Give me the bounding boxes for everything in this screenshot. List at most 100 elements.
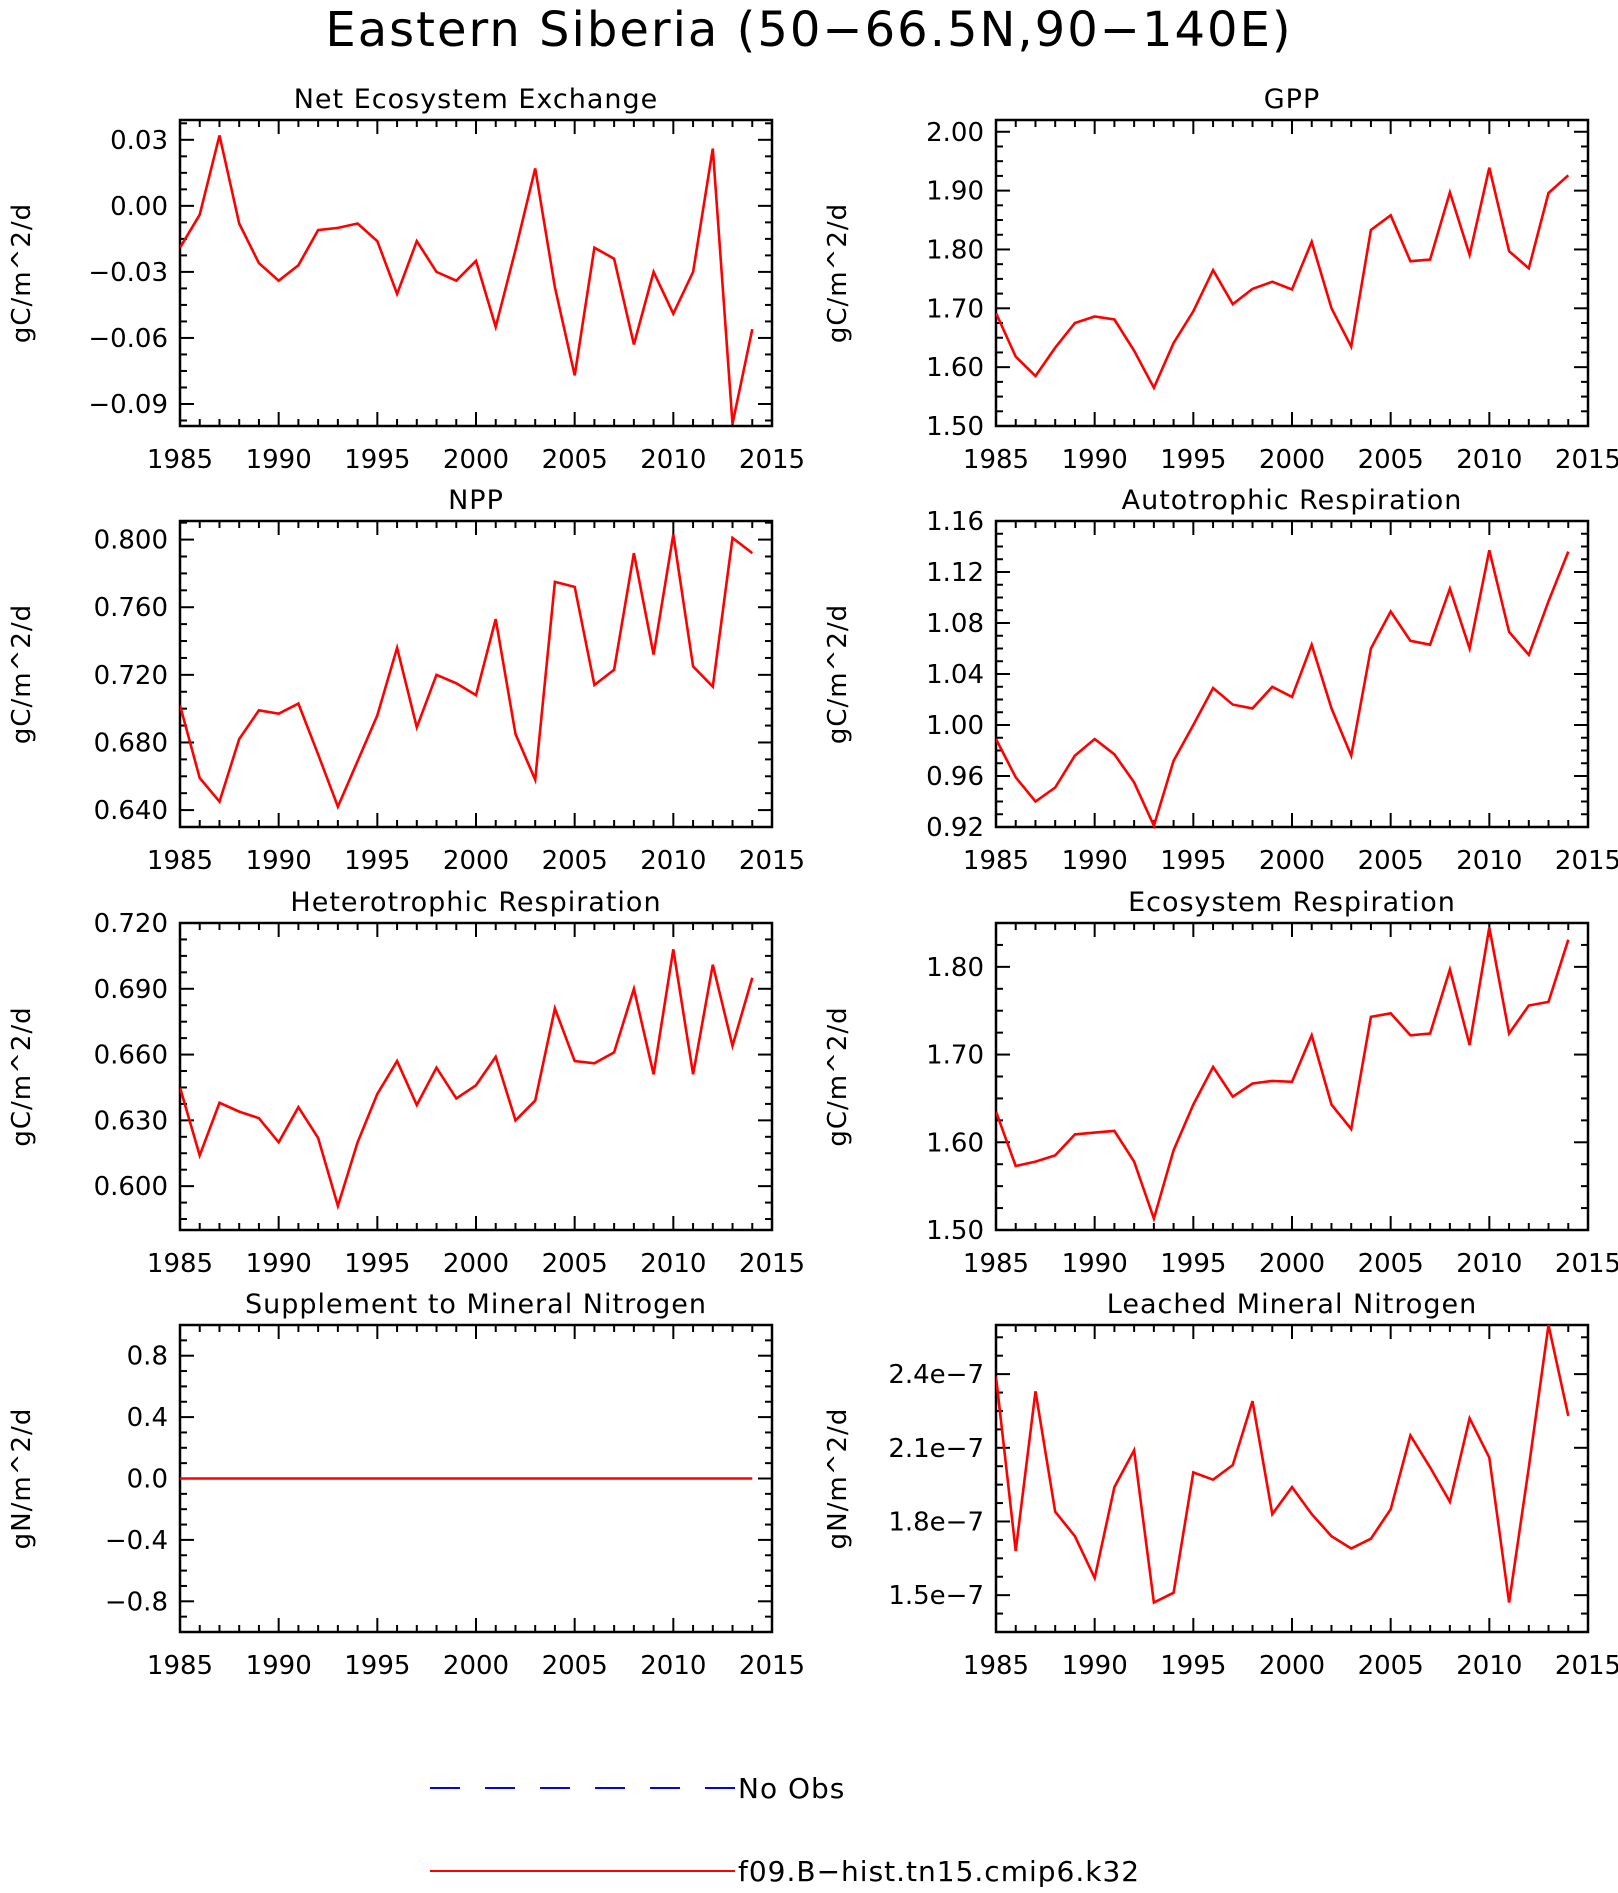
series-line <box>996 1324 1570 1605</box>
y-tick-label: 0.640 <box>94 796 168 826</box>
panel-net-ecosystem-exchange: 1985 1990 1995 2000 2005 2010 2015 0.03 0.00 −0.0… <box>7 84 805 475</box>
x-tick-label: 2005 <box>542 445 608 475</box>
y-tick-label: 1.12 <box>926 558 984 588</box>
x-tick-label: 1995 <box>1160 1249 1226 1279</box>
y-tick-label: 0.96 <box>926 762 984 792</box>
main-title: Eastern Siberia (50−66.5N,90−140E) <box>325 2 1292 58</box>
x-tick-label: 2010 <box>640 846 706 876</box>
x-tick-label: 1985 <box>963 846 1029 876</box>
x-tick-label: 2005 <box>542 1651 608 1681</box>
y-tick-label: 2.1e−7 <box>888 1434 984 1464</box>
y-tick-label: 1.60 <box>926 353 984 383</box>
x-tick-label: 1995 <box>1160 1651 1226 1681</box>
y-tick-label: 0.720 <box>94 661 168 691</box>
series-line <box>180 949 754 1211</box>
x-tick-label: 1985 <box>963 1249 1029 1279</box>
x-tick-label: 2015 <box>1555 1249 1618 1279</box>
y-tick-label: 1.50 <box>926 412 984 442</box>
legend-label-model: f09.B−hist.tn15.cmip6.k32 <box>738 1855 1140 1888</box>
panel-title: NPP <box>448 485 504 516</box>
x-tick-label: 2010 <box>640 445 706 475</box>
x-tick-label: 2000 <box>1259 846 1325 876</box>
y-tick-label: 2.4e−7 <box>888 1360 984 1390</box>
y-axis-label: gC/m^2/d <box>823 203 853 343</box>
x-tick-label: 2000 <box>1259 445 1325 475</box>
y-tick-label: 0.630 <box>94 1106 168 1136</box>
y-tick-label: 0.92 <box>926 813 984 843</box>
y-tick-label: 0.680 <box>94 728 168 758</box>
panel-npp: 1985 1990 1995 2000 2005 2010 2015 0.640 0.680 0.… <box>7 485 805 876</box>
x-tick-label: 2015 <box>739 846 805 876</box>
y-tick-label: 1.8e−7 <box>888 1507 984 1537</box>
x-tick-label: 2005 <box>1358 1651 1424 1681</box>
y-axis-label: gN/m^2/d <box>7 1408 37 1550</box>
chart-panels: 1985 1990 1995 2000 2005 2010 2015 0.03 0.00 −0.0… <box>7 84 1618 1681</box>
panel-title: Supplement to Mineral Nitrogen <box>245 1289 707 1320</box>
y-tick-label: 1.16 <box>926 507 984 537</box>
x-tick-label: 1995 <box>344 1249 410 1279</box>
x-tick-label: 1990 <box>246 445 312 475</box>
y-tick-label: 0.0 <box>127 1465 168 1495</box>
x-tick-label: 2005 <box>542 1249 608 1279</box>
panel-gpp: 1985 1990 1995 2000 2005 2010 2015 1.50 1.60 1.70… <box>823 84 1618 475</box>
y-tick-label: −0.4 <box>105 1526 168 1556</box>
y-tick-label: 2.00 <box>926 118 984 148</box>
x-tick-label: 2010 <box>1456 1249 1522 1279</box>
y-tick-label: 0.800 <box>94 526 168 556</box>
y-axis-label: gC/m^2/d <box>7 1006 37 1146</box>
x-tick-label: 1985 <box>147 846 213 876</box>
x-tick-label: 1995 <box>344 1651 410 1681</box>
y-tick-label: 1.04 <box>926 660 984 690</box>
x-tick-label: 1995 <box>1160 445 1226 475</box>
y-tick-label: −0.8 <box>105 1587 168 1617</box>
x-tick-label: 2015 <box>1555 445 1618 475</box>
y-tick-label: 1.00 <box>926 711 984 741</box>
x-tick-label: 1985 <box>147 445 213 475</box>
y-tick-label: 1.80 <box>926 235 984 265</box>
panel-supplement-to-mineral-nitrogen: 1985 1990 1995 2000 2005 2010 2015 0.8 0.4 0.0 −0.… <box>7 1289 805 1681</box>
x-tick-label: 1995 <box>1160 846 1226 876</box>
x-tick-label: 2000 <box>443 846 509 876</box>
y-tick-label: 0.600 <box>94 1172 168 1202</box>
x-tick-label: 2015 <box>739 445 805 475</box>
panel-title: Autotrophic Respiration <box>1122 485 1463 516</box>
series-line <box>996 549 1570 829</box>
series-line <box>180 534 754 811</box>
panel-autotrophic-respiration: 1985 1990 1995 2000 2005 2010 2015 0.92 0.96 1.00… <box>823 485 1618 876</box>
y-tick-label: −0.06 <box>88 324 168 354</box>
x-tick-label: 2005 <box>1358 846 1424 876</box>
y-axis-label: gC/m^2/d <box>823 1006 853 1146</box>
y-tick-label: 1.50 <box>926 1216 984 1246</box>
x-tick-label: 1995 <box>344 846 410 876</box>
panel-title: GPP <box>1264 84 1321 115</box>
legend-label-no-obs: No Obs <box>738 1772 845 1805</box>
y-tick-label: 0.690 <box>94 975 168 1005</box>
x-tick-label: 2005 <box>542 846 608 876</box>
x-tick-label: 2000 <box>443 1249 509 1279</box>
y-axis-label: gN/m^2/d <box>823 1408 853 1550</box>
y-tick-label: 0.760 <box>94 593 168 623</box>
panel-title: Heterotrophic Respiration <box>290 887 661 918</box>
y-tick-label: 1.80 <box>926 953 984 983</box>
x-tick-label: 2005 <box>1358 445 1424 475</box>
panel-heterotrophic-respiration: 1985 1990 1995 2000 2005 2010 2015 0.600 0.630 0.… <box>7 887 805 1279</box>
x-tick-label: 1985 <box>963 445 1029 475</box>
x-tick-label: 1990 <box>246 846 312 876</box>
x-tick-label: 1985 <box>147 1249 213 1279</box>
x-tick-label: 1985 <box>147 1651 213 1681</box>
x-tick-label: 2005 <box>1358 1249 1424 1279</box>
x-tick-label: 2015 <box>1555 846 1618 876</box>
x-tick-label: 1990 <box>1062 1651 1128 1681</box>
y-tick-label: 0.03 <box>110 126 168 156</box>
y-tick-label: −0.03 <box>88 258 168 288</box>
legend: No Obs f09.B−hist.tn15.cmip6.k32 <box>430 1772 1140 1888</box>
x-tick-label: 2000 <box>1259 1651 1325 1681</box>
x-tick-label: 2010 <box>1456 445 1522 475</box>
y-tick-label: 1.08 <box>926 609 984 639</box>
series-line <box>996 927 1570 1223</box>
y-tick-label: 0.660 <box>94 1041 168 1071</box>
x-tick-label: 2000 <box>1259 1249 1325 1279</box>
panel-title: Ecosystem Respiration <box>1128 887 1456 918</box>
x-tick-label: 1990 <box>1062 1249 1128 1279</box>
